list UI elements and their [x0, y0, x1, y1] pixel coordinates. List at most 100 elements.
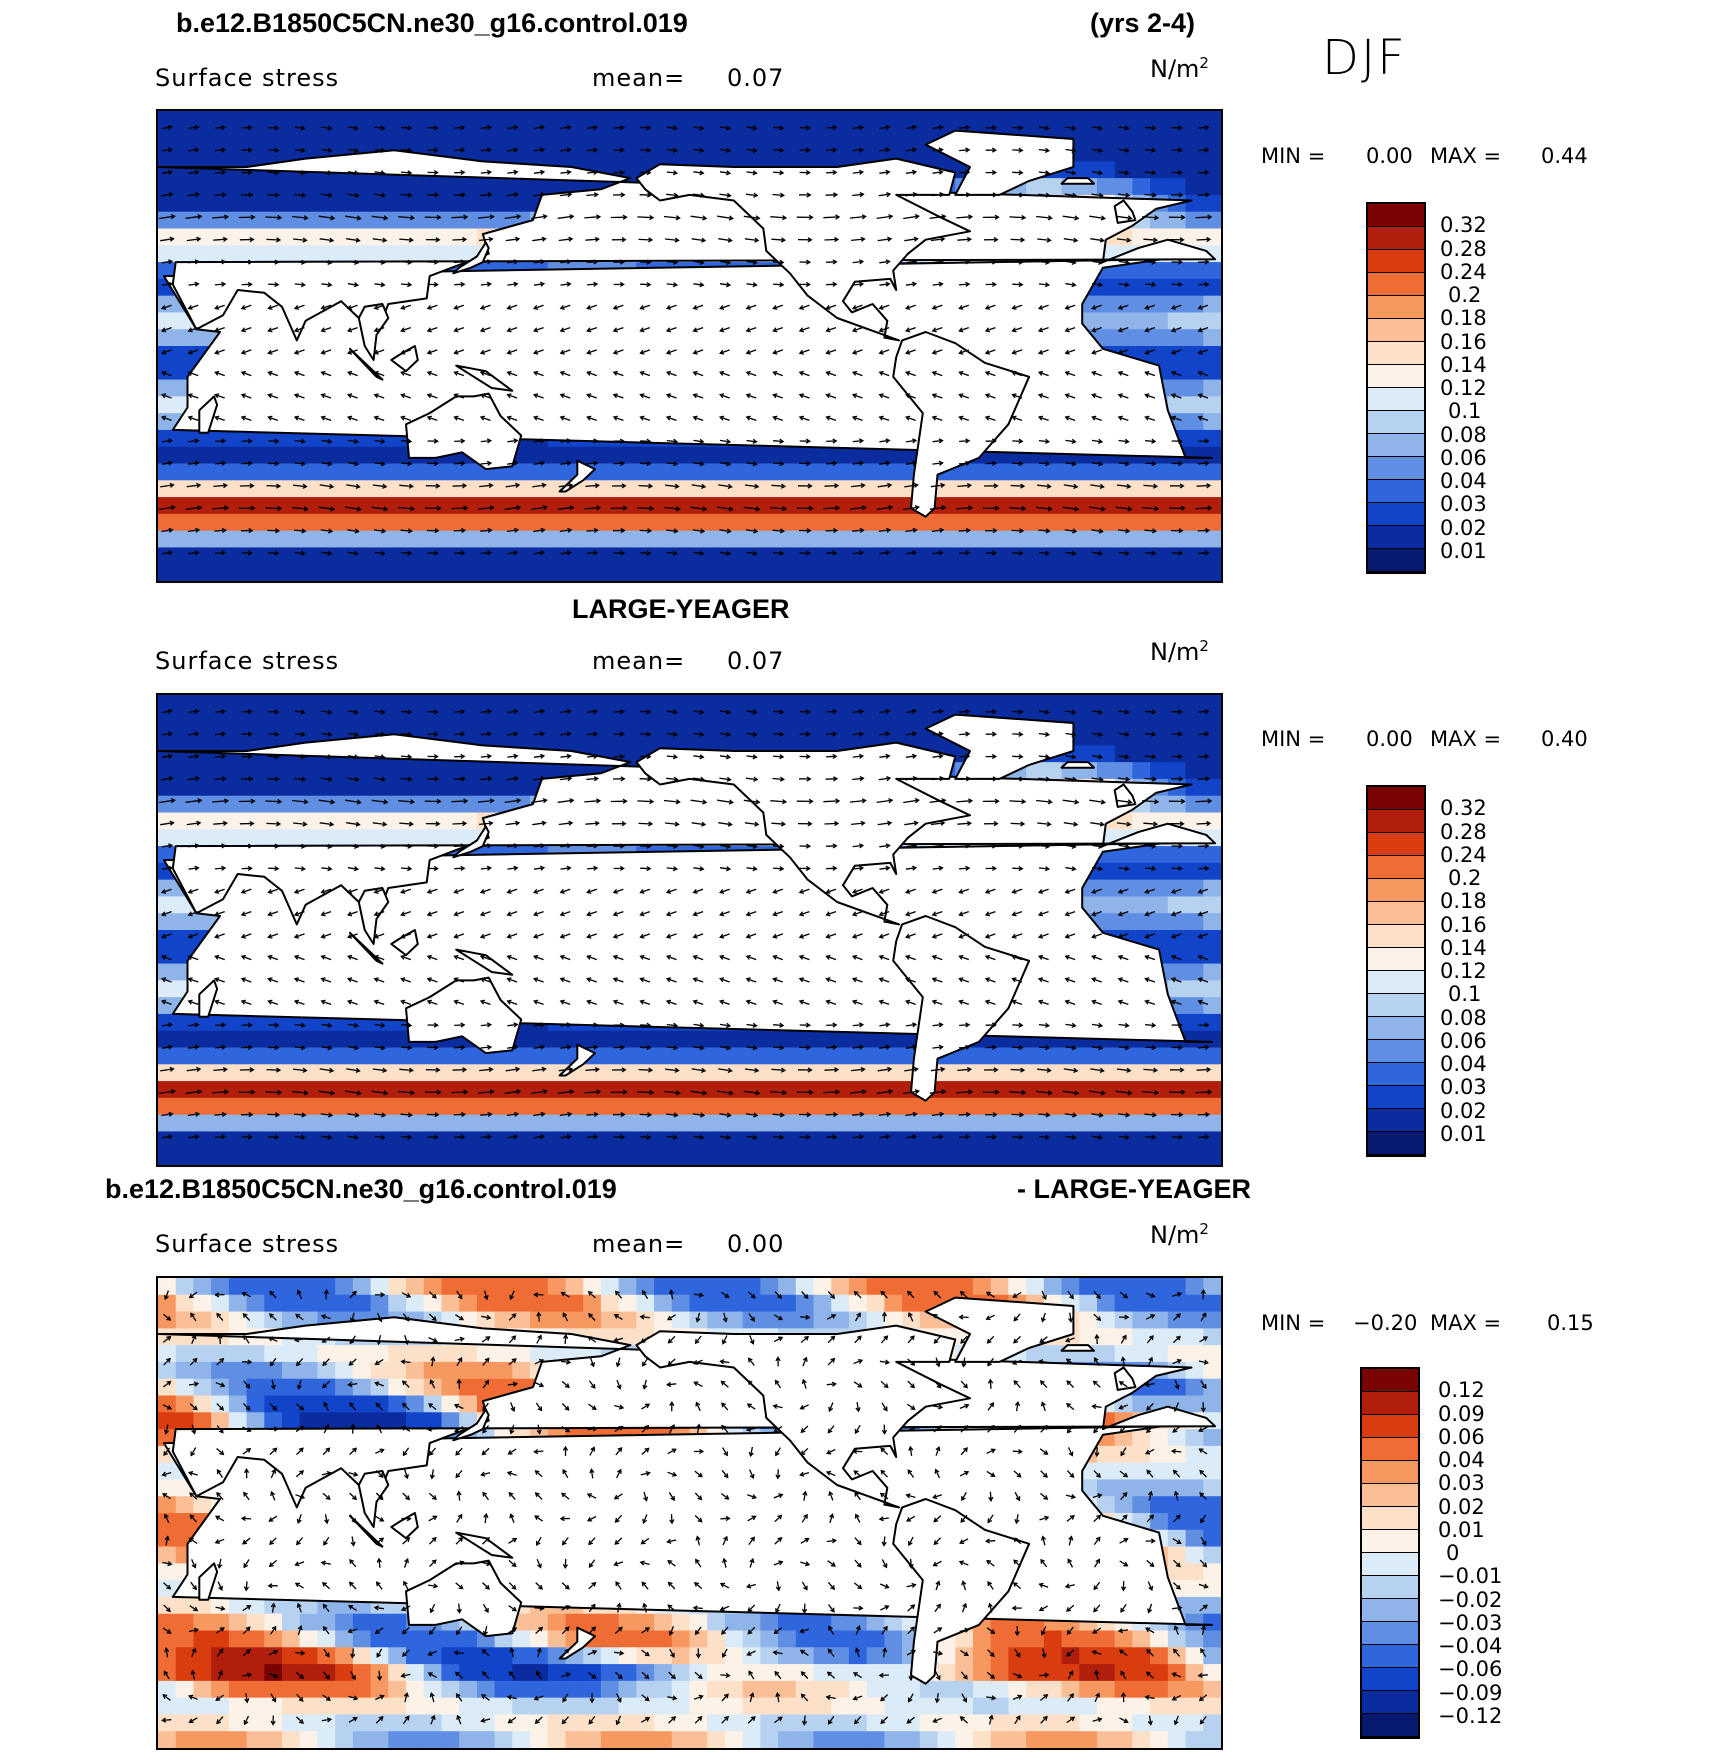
panel3-min-label: MIN =	[1261, 1311, 1326, 1335]
colorbar-swatch	[1362, 1530, 1418, 1553]
panel1-max-value: 0.44	[1541, 144, 1588, 168]
panel3-mean-label: mean=	[592, 1230, 686, 1258]
colorbar-swatch	[1368, 833, 1424, 856]
colorbar-tick-label: 0.32	[1440, 796, 1487, 821]
colorbar-tick-label: 0.1	[1448, 982, 1482, 1007]
panel3-units: N/m2	[1150, 1220, 1209, 1249]
colorbar-tick-label: 0.03	[1438, 1471, 1485, 1496]
colorbar-tick-label: 0.14	[1440, 935, 1487, 960]
colorbar-tick-label: 0.01	[1438, 1517, 1485, 1542]
colorbar-swatch	[1368, 250, 1424, 273]
colorbar-tick-label: −0.03	[1438, 1610, 1503, 1635]
colorbar-swatch	[1368, 1086, 1424, 1109]
panel3-max-value: 0.15	[1547, 1311, 1594, 1335]
colorbar-tick-label: 0.18	[1440, 306, 1487, 331]
panel2-units: N/m2	[1150, 637, 1209, 666]
colorbar-tick-label: 0.28	[1440, 819, 1487, 844]
colorbar-tick-label: 0.1	[1448, 399, 1482, 424]
colorbar-tick-label: 0.04	[1440, 1052, 1487, 1076]
colorbar-tick-label: 0.08	[1440, 1005, 1487, 1030]
panel2-min-label: MIN =	[1261, 727, 1326, 751]
panel3-colorbar	[1360, 1367, 1420, 1739]
colorbar-swatch	[1368, 227, 1424, 250]
colorbar-swatch	[1362, 1369, 1418, 1392]
colorbar-swatch	[1368, 273, 1424, 296]
colorbar-tick-label: 0.01	[1440, 1121, 1487, 1146]
colorbar-swatch	[1368, 971, 1424, 994]
colorbar-swatch	[1362, 1484, 1418, 1507]
stress-vectors	[159, 708, 1213, 1140]
colorbar-swatch	[1362, 1461, 1418, 1484]
colorbar-tick-label: 0.12	[1440, 376, 1487, 400]
colorbar-swatch	[1368, 856, 1424, 879]
colorbar-swatch	[1368, 480, 1424, 503]
colorbar-swatch	[1368, 503, 1424, 526]
colorbar-swatch	[1362, 1691, 1418, 1714]
colorbar-tick-label: 0.03	[1440, 492, 1487, 517]
colorbar-tick-label: −0.02	[1438, 1587, 1503, 1612]
colorbar-swatch	[1368, 1063, 1424, 1086]
colorbar-tick-label: 0.16	[1440, 329, 1487, 354]
panel2-min-value: 0.00	[1366, 727, 1413, 751]
colorbar-tick-label: 0.02	[1440, 1098, 1487, 1123]
colorbar-tick-label: 0.08	[1440, 422, 1487, 447]
colorbar-tick-label: 0.06	[1440, 445, 1487, 470]
panel1-title-left: b.e12.B1850C5CN.ne30_g16.control.019	[176, 8, 688, 38]
panel1-mean-value: 0.07	[727, 64, 785, 92]
colorbar-tick-label: 0.02	[1438, 1494, 1485, 1519]
colorbar-swatch	[1362, 1553, 1418, 1576]
colorbar-swatch	[1368, 994, 1424, 1017]
colorbar-tick-label: −0.06	[1438, 1657, 1503, 1682]
colorbar-tick-label: 0.02	[1440, 515, 1487, 540]
colorbar-swatch	[1362, 1415, 1418, 1438]
colorbar-swatch	[1362, 1438, 1418, 1461]
colorbar-tick-label: 0.16	[1440, 912, 1487, 937]
land-masses	[158, 713, 1217, 1102]
colorbar-tick-label: −0.09	[1438, 1680, 1503, 1705]
colorbar-swatch	[1362, 1622, 1418, 1645]
colorbar-tick-label: 0.2	[1448, 866, 1482, 890]
colorbar-swatch	[1362, 1714, 1418, 1737]
panel3-variable: Surface stress	[155, 1230, 340, 1258]
colorbar-swatch	[1368, 204, 1424, 227]
colorbar-swatch	[1368, 810, 1424, 833]
panel3-min-value: −0.20	[1353, 1311, 1418, 1335]
colorbar-tick-label: 0.24	[1440, 842, 1487, 867]
colorbar-swatch	[1368, 1132, 1424, 1155]
panel1-colorbar	[1366, 202, 1426, 574]
colorbar-tick-label: 0.14	[1440, 352, 1487, 377]
colorbar-tick-label: 0.12	[1440, 959, 1487, 983]
colorbar-swatch	[1368, 411, 1424, 434]
colorbar-swatch	[1368, 319, 1424, 342]
colorbar-tick-label: −0.01	[1438, 1564, 1503, 1589]
colorbar-swatch	[1368, 457, 1424, 480]
colorbar-swatch	[1362, 1507, 1418, 1530]
colorbar-swatch	[1368, 388, 1424, 411]
panel3-mean-value: 0.00	[727, 1230, 785, 1258]
panel3-title-right: - LARGE-YEAGER	[1017, 1174, 1252, 1204]
colorbar-swatch	[1368, 948, 1424, 971]
season-label: DJF	[1322, 30, 1407, 86]
colorbar-swatch	[1362, 1668, 1418, 1691]
panel3-map	[156, 1276, 1223, 1750]
colorbar-swatch	[1368, 1017, 1424, 1040]
colorbar-swatch	[1368, 787, 1424, 810]
panel2-max-label: MAX =	[1430, 727, 1502, 751]
panel1-max-label: MAX =	[1430, 144, 1502, 168]
panel2-mean-value: 0.07	[727, 647, 785, 675]
panel3-title-left: b.e12.B1850C5CN.ne30_g16.control.019	[105, 1174, 617, 1204]
colorbar-tick-label: 0.06	[1438, 1424, 1485, 1449]
colorbar-tick-label: 0.09	[1438, 1401, 1485, 1426]
colorbar-swatch	[1368, 434, 1424, 457]
panel1-mean-label: mean=	[592, 64, 686, 92]
panel1-map	[156, 109, 1223, 583]
panel3-max-label: MAX =	[1430, 1311, 1502, 1335]
land-masses	[158, 1296, 1217, 1685]
panel1-min-value: 0.00	[1366, 144, 1413, 168]
colorbar-tick-label: 0.06	[1440, 1028, 1487, 1053]
panel2-map	[156, 693, 1223, 1167]
colorbar-swatch	[1368, 526, 1424, 549]
colorbar-swatch	[1368, 925, 1424, 948]
colorbar-tick-label: 0.04	[1440, 469, 1487, 493]
colorbar-swatch	[1368, 902, 1424, 925]
